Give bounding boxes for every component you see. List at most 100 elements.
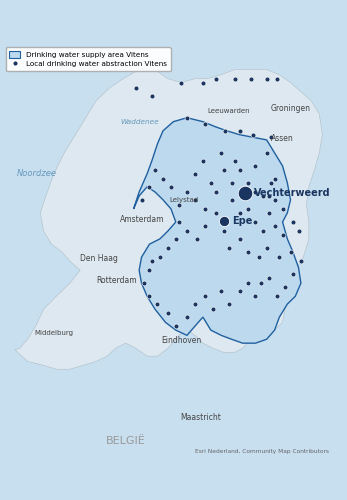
Point [221, 166, 226, 174]
Point [237, 166, 242, 174]
Point [139, 196, 144, 204]
Point [203, 120, 208, 128]
Point [237, 235, 242, 243]
Point [173, 322, 179, 330]
Point [282, 283, 288, 291]
Point [232, 156, 238, 164]
Point [264, 244, 269, 252]
Text: Den Haag: Den Haag [80, 254, 118, 263]
Point [280, 205, 285, 213]
Point [266, 274, 272, 282]
Point [245, 248, 250, 256]
Point [253, 218, 258, 226]
Point [269, 134, 274, 141]
Point [272, 175, 277, 183]
Point [274, 292, 280, 300]
Text: Epe: Epe [232, 216, 252, 226]
Point [280, 231, 285, 239]
Point [176, 218, 182, 226]
Text: Groningen: Groningen [271, 104, 311, 113]
Point [141, 279, 147, 287]
Point [179, 78, 184, 86]
Point [147, 266, 152, 274]
Point [253, 162, 258, 170]
Point [222, 127, 228, 135]
Point [264, 74, 269, 82]
Point [149, 92, 155, 100]
Point [218, 287, 224, 295]
Point [288, 248, 293, 256]
Point [165, 309, 171, 317]
Point [184, 114, 190, 122]
Point [261, 192, 266, 200]
Text: Middelburg: Middelburg [34, 330, 73, 336]
Point [266, 209, 272, 217]
Point [147, 292, 152, 300]
Point [232, 74, 238, 82]
Point [184, 227, 190, 235]
Point [261, 227, 266, 235]
Point [184, 188, 190, 196]
Point [237, 287, 242, 295]
Point [165, 244, 171, 252]
Point [213, 188, 218, 196]
Point [203, 205, 208, 213]
Point [218, 149, 224, 157]
Text: Amsterdam: Amsterdam [120, 215, 164, 224]
Point [245, 205, 250, 213]
Point [192, 170, 198, 178]
Text: Maastricht: Maastricht [180, 413, 221, 422]
Point [266, 192, 272, 200]
Text: Assen: Assen [271, 134, 293, 143]
Point [274, 74, 280, 82]
Point [242, 190, 247, 198]
Text: Waddenee: Waddenee [120, 118, 159, 124]
Point [192, 196, 198, 204]
Point [211, 306, 216, 314]
Point [290, 218, 296, 226]
Point [203, 292, 208, 300]
Point [256, 253, 261, 261]
Point [253, 188, 258, 196]
Text: BELGIË: BELGIË [106, 436, 145, 446]
Point [264, 149, 269, 157]
Point [277, 253, 282, 261]
Point [269, 179, 274, 187]
Text: Vechterweerd: Vechterweerd [254, 188, 330, 198]
Point [160, 175, 166, 183]
Point [157, 253, 163, 261]
Polygon shape [15, 70, 322, 369]
Text: Rotterdam: Rotterdam [96, 276, 137, 285]
Point [200, 156, 206, 164]
Point [272, 222, 277, 230]
Point [213, 74, 218, 82]
Point [200, 78, 206, 86]
Point [245, 279, 250, 287]
Point [192, 300, 198, 308]
Point [272, 196, 277, 204]
Point [133, 84, 139, 92]
Point [147, 183, 152, 191]
Legend: Drinking water supply area Vitens, Local drinking water abstraction Vitens: Drinking water supply area Vitens, Local… [6, 47, 170, 71]
Text: Noordzee: Noordzee [16, 170, 57, 178]
Point [229, 196, 234, 204]
Point [248, 74, 253, 82]
Point [203, 222, 208, 230]
Polygon shape [134, 118, 301, 343]
Text: Lelystad: Lelystad [169, 197, 198, 203]
Text: Esri Nederland, Community Map Contributors: Esri Nederland, Community Map Contributo… [195, 450, 329, 454]
Point [221, 227, 226, 235]
Point [173, 235, 179, 243]
Point [237, 209, 242, 217]
Point [226, 244, 232, 252]
Point [258, 279, 264, 287]
Point [298, 257, 304, 265]
Point [208, 179, 214, 187]
Point [152, 166, 158, 174]
Point [245, 179, 250, 187]
Point [250, 130, 256, 138]
Point [221, 218, 226, 226]
Point [237, 127, 242, 135]
Point [229, 179, 234, 187]
Point [155, 300, 160, 308]
